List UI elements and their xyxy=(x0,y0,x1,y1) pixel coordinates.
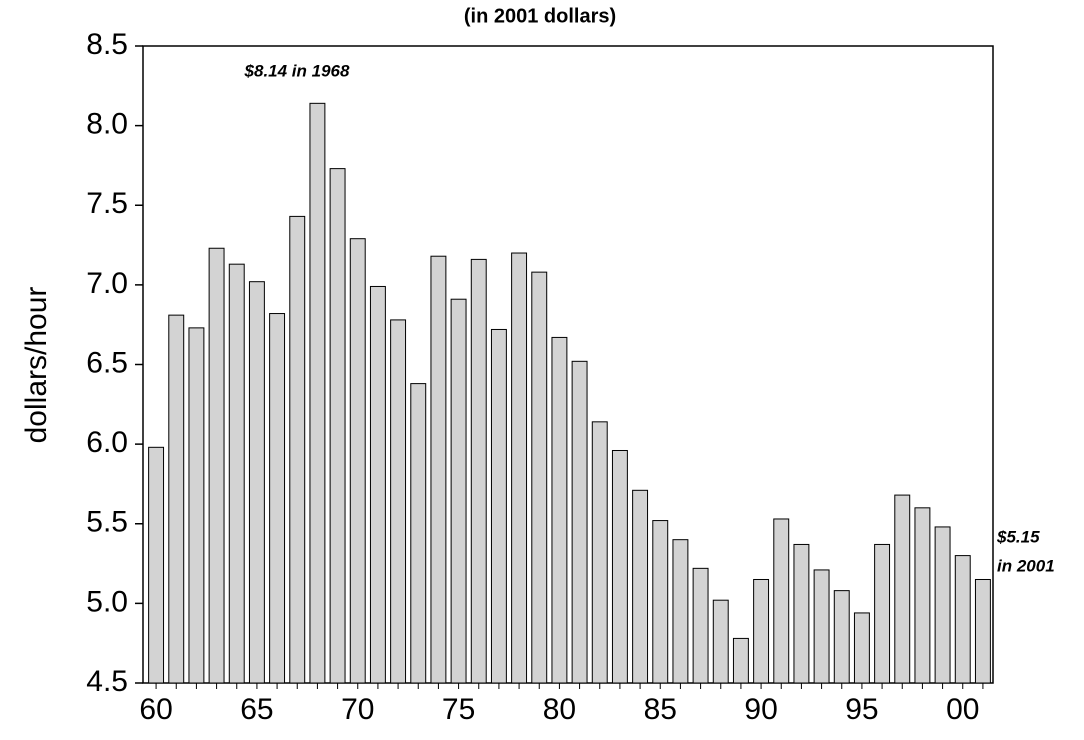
bar xyxy=(309,102,326,684)
bar xyxy=(470,258,487,684)
annotation: $5.15 xyxy=(996,527,1040,546)
bar xyxy=(248,281,265,684)
bar xyxy=(228,263,245,684)
bar xyxy=(571,360,588,684)
x-tick-label: 65 xyxy=(240,693,273,726)
x-tick-label: 85 xyxy=(644,693,677,726)
x-tick-label: 80 xyxy=(543,693,576,726)
bar xyxy=(611,449,628,684)
bar xyxy=(450,298,467,684)
bar xyxy=(289,215,306,684)
x-tick-label: 70 xyxy=(341,693,374,726)
bar xyxy=(974,578,991,684)
bar xyxy=(430,255,447,684)
x-tick-label: 75 xyxy=(442,693,475,726)
bar xyxy=(269,313,286,684)
annotation: in 2001 xyxy=(997,556,1055,575)
bar xyxy=(853,612,870,684)
bar xyxy=(511,252,528,684)
y-tick-label: 7.0 xyxy=(86,267,128,300)
y-tick-label: 5.5 xyxy=(86,506,128,539)
bar xyxy=(712,599,729,684)
bar xyxy=(793,543,810,684)
bar xyxy=(773,518,790,684)
bar xyxy=(732,637,749,684)
bar xyxy=(148,446,165,684)
bar xyxy=(894,494,911,684)
y-axis-label: dollars/hour xyxy=(20,287,53,444)
y-tick-label: 4.5 xyxy=(86,665,128,698)
bar xyxy=(531,271,548,684)
annotation: $8.14 in 1968 xyxy=(244,61,350,80)
y-tick-label: 8.0 xyxy=(86,108,128,141)
bar xyxy=(652,520,669,684)
bar xyxy=(168,314,185,684)
bar xyxy=(672,539,689,684)
x-tick-label: 60 xyxy=(139,693,172,726)
bar xyxy=(833,590,850,684)
bar xyxy=(551,336,568,684)
bar xyxy=(954,555,971,684)
bar xyxy=(753,578,770,684)
bar xyxy=(208,247,225,684)
y-tick-label: 6.0 xyxy=(86,426,128,459)
bar xyxy=(591,421,608,684)
bar xyxy=(813,569,830,684)
y-tick-label: 8.5 xyxy=(86,28,128,61)
bar xyxy=(874,543,891,684)
bar xyxy=(188,327,205,684)
bar xyxy=(410,383,427,684)
bar xyxy=(632,489,649,684)
bar xyxy=(490,328,507,684)
y-tick-label: 6.5 xyxy=(86,346,128,379)
x-tick-label: 90 xyxy=(744,693,777,726)
chart-title: (in 2001 dollars) xyxy=(464,5,616,27)
x-tick-label: 00 xyxy=(946,693,979,726)
bar xyxy=(390,319,407,684)
x-tick-label: 95 xyxy=(845,693,878,726)
y-tick-label: 5.0 xyxy=(86,585,128,618)
bar xyxy=(692,567,709,684)
y-tick-label: 7.5 xyxy=(86,187,128,220)
bar xyxy=(329,168,346,684)
bar xyxy=(369,285,386,684)
bar xyxy=(934,526,951,684)
bar xyxy=(914,507,931,684)
bar xyxy=(349,238,366,684)
